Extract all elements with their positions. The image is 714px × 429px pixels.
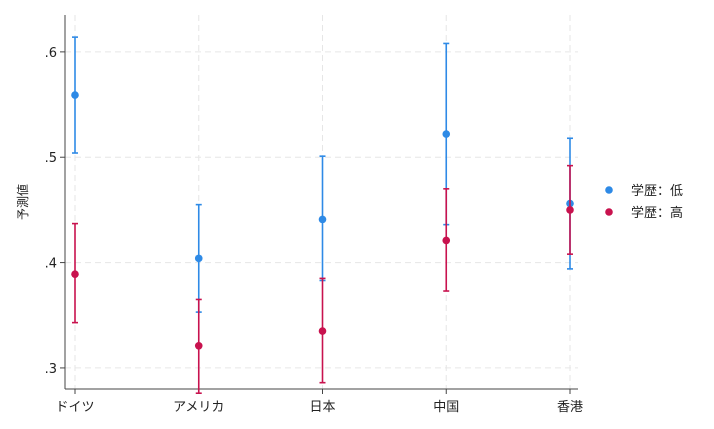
y-tick-label: .3: [45, 362, 57, 377]
x-tick-label: ドイツ: [55, 400, 94, 415]
series-2: [71, 164, 574, 395]
legend-label: 学歴：低: [631, 183, 683, 199]
y-tick-label: .6: [45, 46, 57, 61]
legend-label: 学歴：高: [631, 205, 683, 221]
x-tick-label: 中国: [433, 400, 459, 415]
x-tick-label: 日本: [309, 400, 335, 415]
y-tick-label: .5: [45, 151, 57, 166]
y-axis-label: 予測値: [15, 184, 30, 220]
legend-marker: [605, 208, 613, 216]
data-point: [442, 130, 451, 138]
axes: .3 .4 .5 .6 ドイツ アメリカ 日本 中国 香港: [45, 15, 583, 415]
data-point: [566, 206, 574, 214]
series-layer: [71, 36, 574, 395]
data-point: [318, 327, 327, 335]
legend-marker: [605, 186, 613, 194]
data-point: [318, 215, 327, 224]
data-point: [194, 342, 203, 350]
data-point: [194, 254, 203, 263]
data-point: [71, 91, 79, 99]
legend: 学歴：低学歴：高: [605, 183, 683, 221]
data-point: [71, 270, 79, 278]
data-point: [442, 236, 451, 245]
y-tick-label: .4: [45, 257, 57, 272]
x-tick-label: 香港: [557, 400, 583, 415]
x-tick-label: アメリカ: [173, 400, 224, 415]
